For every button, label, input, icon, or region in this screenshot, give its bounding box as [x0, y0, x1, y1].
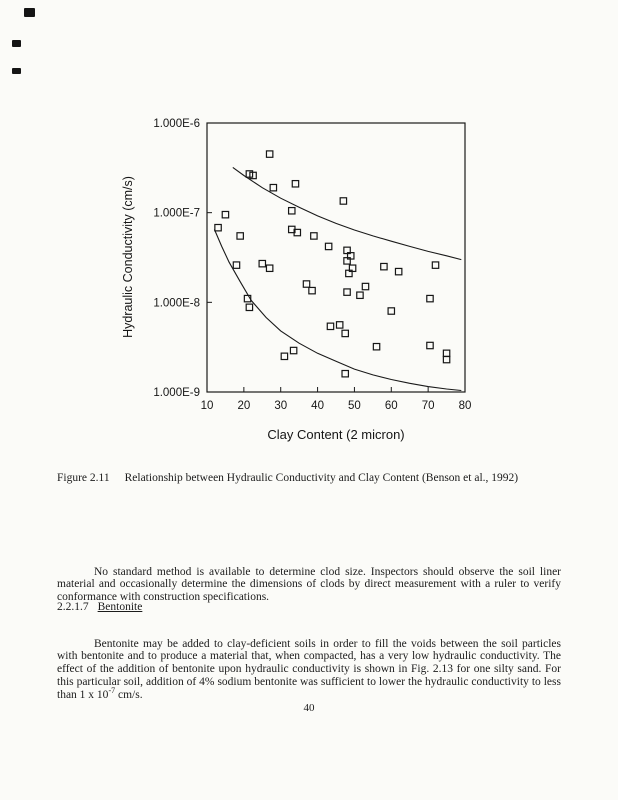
- y-tick-label: 1.000E-8: [153, 297, 200, 309]
- x-tick-label: 10: [201, 400, 214, 412]
- x-tick-label: 60: [385, 400, 398, 412]
- upper-envelope-curve: [232, 166, 462, 261]
- plot-border: [206, 122, 466, 393]
- data-point: [326, 322, 335, 331]
- figure-chart-svg: Clay Content (2 micron) Hydraulic Conduc…: [121, 118, 472, 442]
- data-point: [291, 179, 300, 188]
- data-point: [243, 294, 252, 303]
- data-point: [232, 261, 241, 269]
- figure-caption-text: Relationship between Hydraulic Conductiv…: [124, 472, 519, 484]
- y-tick-label: 1.000E-6: [153, 118, 200, 130]
- data-point: [302, 280, 311, 288]
- paragraph-bentonite-units: cm/s.: [115, 688, 143, 701]
- paragraph-clod-size: No standard method is available to deter…: [57, 565, 561, 604]
- x-tick-label: 20: [237, 400, 250, 412]
- exponent-text: -7: [108, 685, 116, 695]
- data-point: [335, 321, 344, 329]
- data-point: [289, 346, 298, 355]
- x-tick-label: 80: [459, 400, 472, 412]
- figure-caption: Figure 2.11 Relationship between Hydraul…: [57, 472, 552, 485]
- data-point: [343, 257, 351, 265]
- scan-artifact: [12, 40, 21, 47]
- x-tick-label: 70: [422, 400, 435, 412]
- data-point: [265, 150, 274, 158]
- data-point: [269, 183, 278, 192]
- data-point: [361, 282, 370, 291]
- data-point: [442, 355, 451, 364]
- data-point: [442, 349, 451, 358]
- data-point: [426, 294, 434, 303]
- data-point: [394, 267, 403, 276]
- section-number: 2.2.1.7: [57, 601, 89, 613]
- data-point: [287, 206, 296, 215]
- data-point: [245, 303, 254, 312]
- data-point: [258, 259, 267, 268]
- y-tick-label: 1.000E-7: [153, 208, 200, 220]
- data-point: [343, 288, 351, 296]
- lower-envelope-curve: [213, 229, 462, 392]
- data-point: [426, 341, 434, 350]
- data-point: [249, 171, 257, 180]
- data-point: [387, 307, 396, 315]
- data-point: [341, 329, 350, 338]
- x-tick-label: 50: [348, 400, 361, 412]
- data-point: [265, 264, 274, 273]
- page-number: 40: [303, 702, 315, 714]
- data-point: [280, 352, 289, 361]
- data-point: [310, 232, 318, 240]
- data-point: [341, 369, 350, 378]
- y-axis-title: Hydraulic Conductivity (cm/s): [121, 176, 135, 338]
- x-tick-label: 30: [274, 400, 287, 412]
- data-point: [236, 232, 244, 240]
- data-point: [324, 242, 333, 251]
- scan-artifact: [24, 8, 35, 17]
- scan-artifact: [12, 68, 21, 74]
- paragraph-bentonite: Bentonite may be added to clay-deficient…: [57, 638, 561, 702]
- y-tick-label: 1.000E-9: [153, 387, 200, 399]
- data-point: [372, 342, 381, 351]
- data-point: [293, 228, 302, 237]
- figure-caption-label: Figure 2.11: [57, 472, 110, 484]
- x-axis-title: Clay Content (2 micron): [267, 427, 404, 442]
- paragraph-bentonite-text: Bentonite may be added to clay-deficient…: [57, 637, 561, 701]
- data-point: [214, 223, 222, 232]
- data-point: [431, 261, 440, 269]
- figure-2-11-chart: Clay Content (2 micron) Hydraulic Conduc…: [118, 95, 490, 457]
- section-heading: 2.2.1.7 Bentonite: [57, 601, 142, 613]
- section-title: Bentonite: [97, 601, 143, 613]
- data-point: [380, 262, 388, 271]
- x-tick-label: 40: [311, 400, 324, 412]
- data-point: [356, 291, 364, 300]
- data-point: [221, 210, 230, 219]
- data-point: [339, 197, 348, 205]
- data-point: [345, 269, 353, 278]
- data-point: [308, 286, 316, 295]
